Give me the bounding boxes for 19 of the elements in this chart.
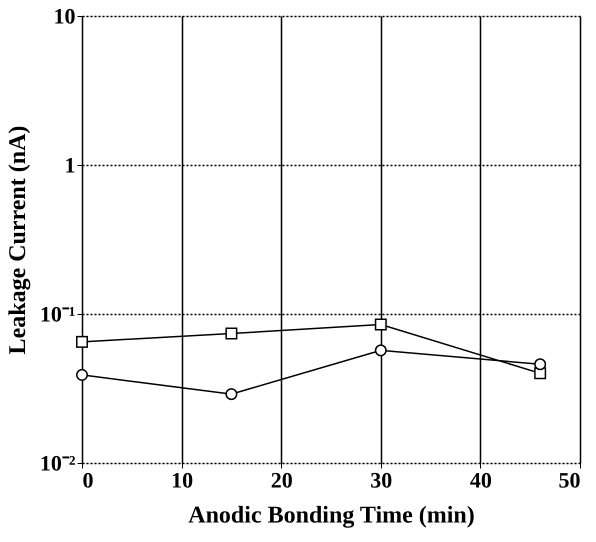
x-tick-label: 40 bbox=[470, 468, 492, 492]
x-tick-label: 30 bbox=[370, 468, 392, 492]
x-tick-label: 50 bbox=[558, 468, 580, 492]
x-tick-label: 0 bbox=[82, 468, 94, 492]
y-tick-label: 1 bbox=[64, 152, 76, 178]
y-tick-label: 10⁻¹ bbox=[40, 302, 76, 326]
point bbox=[76, 368, 88, 381]
x-tick-label: 10 bbox=[171, 468, 194, 492]
point bbox=[225, 327, 238, 340]
y-tick-label: 10 bbox=[54, 4, 76, 28]
point bbox=[76, 336, 88, 348]
x-axis-title: Anodic Bonding Time (min) bbox=[188, 502, 475, 528]
point bbox=[534, 358, 546, 370]
x-tick-label: 20 bbox=[270, 468, 293, 492]
point bbox=[374, 318, 387, 331]
point bbox=[374, 344, 387, 356]
point bbox=[225, 388, 238, 400]
y-tick-label: 10⁻² bbox=[40, 450, 76, 476]
y-axis-title: Leakage Current (nA) bbox=[4, 126, 31, 354]
